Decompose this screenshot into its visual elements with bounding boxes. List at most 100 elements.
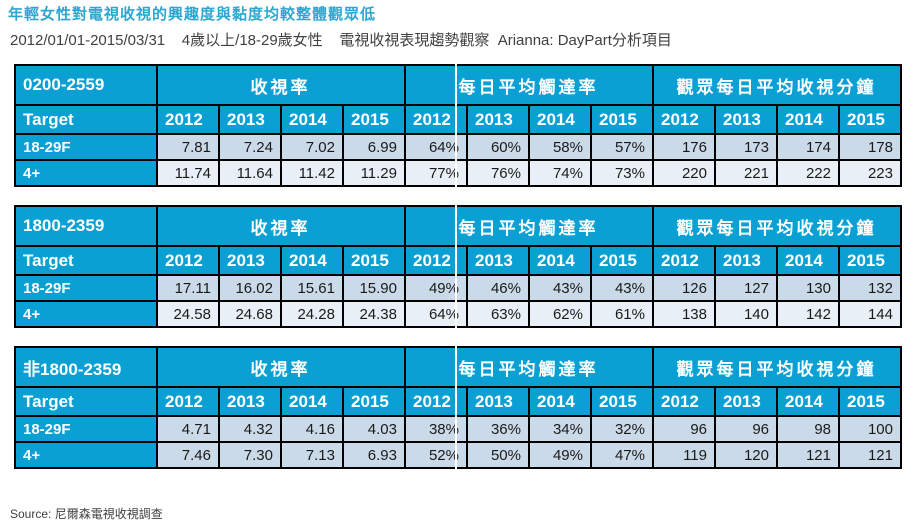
value-cell: 74% [528,159,592,187]
value-cell: 98 [776,415,840,443]
page-subtitle: 2012/01/01-2015/03/31 4歲以上/18-29歲女性 電視收視… [10,32,672,49]
group-header-2: 觀眾每日平均收視分鐘 [652,346,902,388]
target-header: Target [14,245,158,276]
year-header: 2013 [466,104,530,135]
year-header: 2012 [652,386,716,417]
year-header: 2012 [156,104,220,135]
year-header: 2012 [404,386,468,417]
value-cell: 11.74 [156,159,220,187]
year-header: 2013 [714,104,778,135]
value-cell: 96 [714,415,778,443]
target-cell: 18-29F [14,274,158,302]
value-cell: 178 [838,133,902,161]
year-header: 2015 [590,104,654,135]
group-header-0: 收視率 [156,346,406,388]
value-cell: 7.46 [156,441,220,469]
year-header: 2014 [528,245,592,276]
value-cell: 220 [652,159,716,187]
year-header: 2015 [342,245,406,276]
target-header: Target [14,104,158,135]
value-cell: 64% [404,300,468,328]
value-cell: 58% [528,133,592,161]
value-cell: 127 [714,274,778,302]
year-header: 2013 [714,386,778,417]
value-cell: 73% [590,159,654,187]
year-header: 2014 [280,245,344,276]
group-header-2: 觀眾每日平均收視分鐘 [652,205,902,247]
value-cell: 15.90 [342,274,406,302]
year-header: 2015 [342,386,406,417]
year-header: 2014 [776,104,840,135]
year-header: 2013 [466,386,530,417]
value-cell: 121 [838,441,902,469]
value-cell: 46% [466,274,530,302]
group-header-1: 每日平均觸達率 [404,346,654,388]
vertical-guide-line [455,64,457,498]
value-cell: 119 [652,441,716,469]
daypart-label: 0200-2559 [14,64,158,106]
value-cell: 130 [776,274,840,302]
value-cell: 100 [838,415,902,443]
value-cell: 63% [466,300,530,328]
value-cell: 36% [466,415,530,443]
value-cell: 6.99 [342,133,406,161]
year-header: 2014 [280,104,344,135]
year-header: 2013 [714,245,778,276]
year-header: 2012 [156,386,220,417]
year-header: 2012 [156,245,220,276]
year-header: 2015 [838,245,902,276]
value-cell: 34% [528,415,592,443]
target-cell: 4+ [14,441,158,469]
year-header: 2012 [652,245,716,276]
value-cell: 61% [590,300,654,328]
value-cell: 7.81 [156,133,220,161]
page-title: 年輕女性對電視收視的興趣度與黏度均較整體觀眾低 [8,7,377,23]
value-cell: 140 [714,300,778,328]
value-cell: 11.29 [342,159,406,187]
target-cell: 18-29F [14,133,158,161]
target-cell: 18-29F [14,415,158,443]
value-cell: 60% [466,133,530,161]
value-cell: 24.38 [342,300,406,328]
group-header-1: 每日平均觸達率 [404,64,654,106]
value-cell: 121 [776,441,840,469]
value-cell: 52% [404,441,468,469]
value-cell: 43% [528,274,592,302]
value-cell: 43% [590,274,654,302]
value-cell: 24.58 [156,300,220,328]
value-cell: 6.93 [342,441,406,469]
value-cell: 47% [590,441,654,469]
daypart-label: 1800-2359 [14,205,158,247]
group-header-0: 收視率 [156,205,406,247]
value-cell: 76% [466,159,530,187]
year-header: 2013 [466,245,530,276]
value-cell: 7.24 [218,133,282,161]
year-header: 2015 [342,104,406,135]
value-cell: 24.28 [280,300,344,328]
value-cell: 32% [590,415,654,443]
value-cell: 223 [838,159,902,187]
year-header: 2014 [528,104,592,135]
value-cell: 7.02 [280,133,344,161]
value-cell: 17.11 [156,274,220,302]
target-cell: 4+ [14,300,158,328]
year-header: 2015 [590,386,654,417]
year-header: 2014 [776,245,840,276]
year-header: 2012 [404,104,468,135]
value-cell: 4.16 [280,415,344,443]
daypart-label: 非1800-2359 [14,346,158,388]
value-cell: 132 [838,274,902,302]
daypart-table-0200-2559: 0200-2559 收視率 每日平均觸達率 觀眾每日平均收視分鐘 Target 2012 2… [14,64,902,187]
value-cell: 144 [838,300,902,328]
daypart-tables-container: 0200-2559 收視率 每日平均觸達率 觀眾每日平均收視分鐘 Target 2012 2… [14,64,902,487]
value-cell: 16.02 [218,274,282,302]
value-cell: 62% [528,300,592,328]
year-header: 2014 [528,386,592,417]
value-cell: 126 [652,274,716,302]
value-cell: 15.61 [280,274,344,302]
value-cell: 64% [404,133,468,161]
value-cell: 173 [714,133,778,161]
value-cell: 4.03 [342,415,406,443]
year-header: 2015 [838,386,902,417]
value-cell: 11.42 [280,159,344,187]
